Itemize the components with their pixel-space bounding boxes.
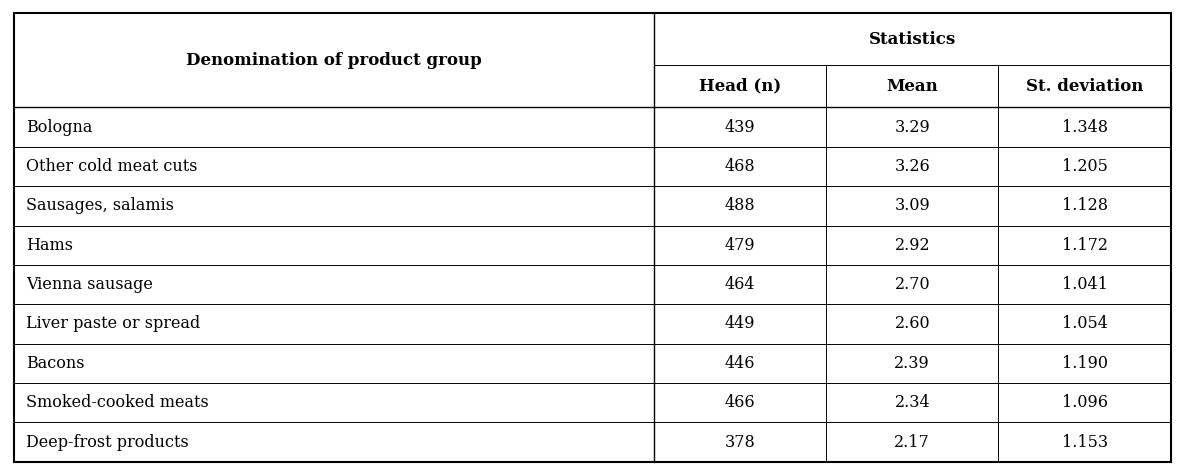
Text: Bologna: Bologna [26, 119, 92, 136]
Text: Vienna sausage: Vienna sausage [26, 276, 153, 293]
Text: 479: 479 [725, 237, 755, 254]
Text: 466: 466 [725, 394, 755, 411]
Text: Head (n): Head (n) [699, 78, 781, 95]
Text: 2.70: 2.70 [895, 276, 930, 293]
Text: Liver paste or spread: Liver paste or spread [26, 315, 200, 332]
Text: 2.92: 2.92 [895, 237, 930, 254]
Text: 446: 446 [725, 355, 755, 372]
Text: 2.34: 2.34 [895, 394, 930, 411]
Text: 1.190: 1.190 [1062, 355, 1108, 372]
Text: 2.60: 2.60 [895, 315, 930, 332]
Text: 3.29: 3.29 [895, 119, 930, 136]
Text: Sausages, salamis: Sausages, salamis [26, 198, 174, 214]
Text: 1.054: 1.054 [1062, 315, 1108, 332]
Text: 378: 378 [724, 434, 755, 450]
Text: 439: 439 [725, 119, 755, 136]
Text: 1.153: 1.153 [1062, 434, 1108, 450]
Text: 488: 488 [725, 198, 755, 214]
Text: St. deviation: St. deviation [1026, 78, 1144, 95]
Text: 449: 449 [725, 315, 755, 332]
Text: Bacons: Bacons [26, 355, 84, 372]
Text: 1.096: 1.096 [1062, 394, 1108, 411]
Text: Deep-frost products: Deep-frost products [26, 434, 188, 450]
Text: 1.348: 1.348 [1062, 119, 1108, 136]
Text: 1.041: 1.041 [1062, 276, 1108, 293]
Text: Mean: Mean [886, 78, 939, 95]
Text: 1.205: 1.205 [1062, 158, 1108, 175]
Text: Other cold meat cuts: Other cold meat cuts [26, 158, 198, 175]
Text: Statistics: Statistics [869, 30, 956, 48]
Text: 1.172: 1.172 [1062, 237, 1108, 254]
Text: Hams: Hams [26, 237, 73, 254]
Text: Denomination of product group: Denomination of product group [186, 52, 482, 69]
Text: 1.128: 1.128 [1062, 198, 1108, 214]
Text: 2.39: 2.39 [895, 355, 930, 372]
Text: 464: 464 [725, 276, 755, 293]
Text: 2.17: 2.17 [895, 434, 930, 450]
Text: Smoked-cooked meats: Smoked-cooked meats [26, 394, 209, 411]
Text: 468: 468 [725, 158, 755, 175]
Text: 3.26: 3.26 [895, 158, 930, 175]
Text: 3.09: 3.09 [895, 198, 930, 214]
